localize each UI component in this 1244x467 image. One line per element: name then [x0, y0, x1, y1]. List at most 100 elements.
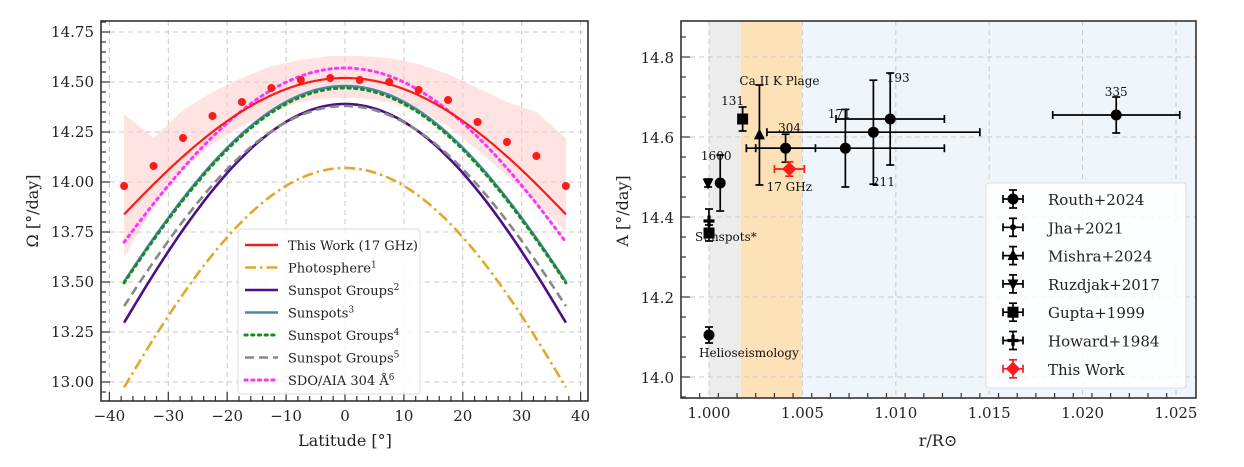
- left-ticks: −40 −30 −20 −10 0 10 20 30 40 13.00 13.25 13.50 13.7…: [51, 21, 590, 425]
- legend-label-text: Sunspots: [288, 307, 348, 322]
- legend-entry: Mishra+2024: [1002, 245, 1152, 266]
- legend-marker-triangle-down: [1007, 279, 1019, 291]
- point-annotation: 304: [778, 121, 801, 135]
- legend-label-text: Sunspot Groups: [288, 329, 394, 344]
- left-x-tick-label: 10: [394, 407, 413, 425]
- left-x-tick-label: −20: [211, 407, 243, 425]
- left-uncertainty-band: [124, 56, 566, 258]
- legend-marker-circle: [1007, 193, 1019, 205]
- legend-marker-triangle-up: [1007, 249, 1019, 260]
- left-x-tick-label: 0: [340, 407, 350, 425]
- legend-label: Gupta+1999: [1048, 304, 1145, 322]
- data-point-routh-2024: [1051, 96, 1181, 134]
- left-model-lines: [122, 66, 568, 389]
- line-sunspot-groups-4: [122, 86, 568, 285]
- point-annotation: 131: [721, 94, 744, 108]
- right-x-tick-label: 1.005: [781, 404, 824, 422]
- marker-triangle-down: [702, 178, 714, 190]
- point-annotation: 171: [828, 107, 851, 121]
- legend-label-text: Photosphere: [288, 262, 371, 277]
- legend-label: Sunspots3: [288, 306, 354, 322]
- observed-point: [561, 182, 570, 190]
- data-point-howard-1984: [703, 208, 715, 234]
- observed-point: [149, 162, 158, 170]
- data-point-routh-2024: [737, 106, 749, 132]
- region-band-0: [709, 21, 741, 398]
- marker-square: [737, 113, 749, 125]
- marker-circle: [1110, 109, 1122, 121]
- legend-marker-small-dot: [1010, 224, 1016, 231]
- observed-point: [267, 84, 276, 92]
- data-point-routh-2024: [703, 326, 715, 344]
- data-point-this-work: [773, 160, 806, 178]
- observed-point: [296, 76, 305, 84]
- legend-entry: Jha+2021: [1002, 217, 1123, 237]
- legend-label: Sunspot Groups5: [288, 351, 400, 367]
- right-y-tick-label: 14.4: [641, 209, 674, 227]
- observed-point: [355, 76, 364, 84]
- legend-label-superscript: 2: [394, 283, 400, 293]
- legend-marker-plus: [1007, 335, 1019, 346]
- right-x-tick-label: 1.000: [688, 404, 731, 422]
- legend-entry: Routh+2024: [1002, 189, 1144, 209]
- legend-label: Sunspot Groups4: [288, 328, 400, 344]
- right-y-tick-label: 14.2: [641, 289, 674, 307]
- region-band-1: [740, 21, 803, 398]
- line-sunspot-groups-5: [123, 104, 567, 307]
- observed-point: [473, 118, 482, 126]
- legend-entry: Howard+1984: [1002, 330, 1159, 351]
- point-annotation: 211: [872, 175, 895, 189]
- data-point-jha-2021: [714, 154, 726, 212]
- left-legend-box: [237, 228, 421, 395]
- marker-circle: [867, 126, 879, 138]
- line-sdo-aia-304--6: [122, 66, 568, 244]
- observed-point: [179, 134, 188, 142]
- left-y-tick-label: 13.00: [51, 373, 94, 391]
- left-observed-points: [120, 74, 570, 190]
- observed-point: [237, 98, 246, 106]
- left-x-tick-label: 20: [453, 407, 472, 425]
- legend-label-text: Sunspot Groups: [288, 352, 394, 367]
- legend-label: Howard+1984: [1048, 333, 1159, 351]
- legend-label-text: SDO/AIA 304 Å: [288, 373, 389, 389]
- right-axes-frame: [680, 20, 1197, 399]
- right-annotations: Helioseismology Sunspots* 1600 131 Ca II K P…: [695, 71, 1128, 360]
- legend-label-superscript: 6: [389, 373, 395, 383]
- legend-label: Ruzdjak+2017: [1048, 276, 1160, 294]
- right-x-tick-label: 1.015: [968, 404, 1011, 422]
- legend-marker-square: [1007, 306, 1019, 318]
- point-annotation: 335: [1105, 85, 1128, 99]
- legend-label-superscript: 5: [394, 351, 400, 361]
- legend-entry: Ruzdjak+2017: [1002, 274, 1160, 294]
- legend-label: This Work: [1048, 361, 1126, 379]
- point-annotation: 17 GHz: [767, 180, 812, 194]
- point-annotation: 1600: [701, 149, 732, 163]
- observed-point: [502, 138, 511, 146]
- data-point-routh-2024: [835, 72, 946, 166]
- observed-point: [208, 112, 217, 120]
- observed-point: [120, 182, 129, 190]
- marker-circle: [839, 142, 851, 154]
- left-y-tick-label: 14.25: [51, 123, 94, 141]
- right-x-tick-label: 1.025: [1155, 404, 1198, 422]
- uncertainty-band-17ghz: [124, 56, 566, 258]
- legend-entry: This Work: [1002, 358, 1126, 379]
- left-x-tick-label: −10: [270, 407, 302, 425]
- data-point-routh-2024: [766, 79, 981, 186]
- legend-label: Jha+2021: [1046, 219, 1123, 237]
- left-x-tick-label: 40: [571, 407, 590, 425]
- data-point-ruzdjak-2017: [702, 178, 714, 190]
- marker-circle: [714, 177, 726, 189]
- marker-triangle-up: [753, 128, 765, 140]
- marker-circle: [884, 113, 896, 125]
- left-x-tick-label: 30: [512, 407, 531, 425]
- right-legend: Routh+2024 Jha+2021 Mishra+2024 Ruzdjak+201…: [985, 182, 1187, 389]
- legend-label: Mishra+2024: [1048, 248, 1152, 266]
- legend-label: This Work (17 GHz): [288, 239, 418, 254]
- left-y-tick-label: 13.25: [51, 323, 94, 341]
- legend-entry: Gupta+1999: [1002, 302, 1145, 322]
- observed-point: [414, 86, 423, 94]
- point-annotation: Ca II K Plage: [739, 74, 819, 88]
- line-photosphere-1: [122, 166, 568, 389]
